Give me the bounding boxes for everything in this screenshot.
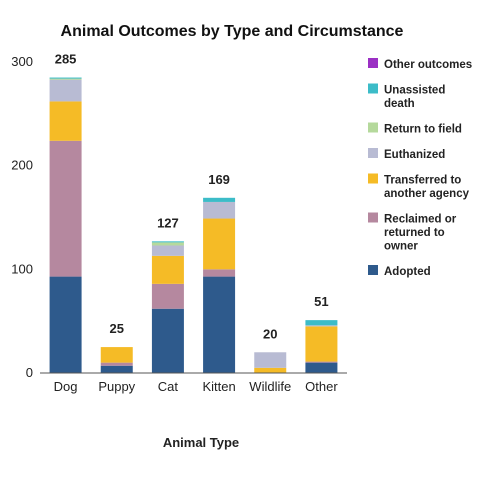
- bar-segment-cat-return-to-field: [151, 242, 184, 246]
- legend-label-reclaimed-or-returned-to-owner: Reclaimed or returned to owner: [384, 214, 457, 253]
- legend-swatch-other-outcomes: [368, 58, 378, 68]
- legend-swatch-adopted: [368, 265, 378, 275]
- x-tick-label-puppy: Puppy: [98, 379, 135, 394]
- legend-swatch-reclaimed-or-returned-to-owner: [368, 212, 378, 223]
- total-label-puppy: 25: [110, 321, 124, 336]
- x-tick-label-cat: Cat: [158, 379, 179, 394]
- bar-segment-kitten-transferred-to-another-agency: [203, 218, 236, 270]
- x-tick-label-other: Other: [305, 379, 338, 394]
- bar-segment-other-unassisted-death: [305, 320, 338, 326]
- bar-segment-kitten-euthanized: [203, 201, 236, 219]
- x-axis: Dog Puppy Cat Kitten Wildlife Other: [40, 372, 347, 394]
- bar-segment-dog-euthanized: [49, 79, 82, 102]
- y-axis: 0 100 200 300: [11, 54, 33, 380]
- total-label-dog: 285: [55, 52, 77, 67]
- total-label-other: 51: [314, 294, 328, 309]
- y-tick-label: 0: [26, 365, 33, 380]
- legend-swatch-return-to-field: [368, 122, 378, 133]
- legend-label-other-outcomes: Other outcomes: [384, 59, 472, 71]
- total-label-wildlife: 20: [263, 326, 277, 341]
- bar-segment-other-euthanized: [305, 325, 338, 327]
- bar-segment-wildlife-euthanized: [254, 352, 287, 368]
- bar-segment-cat-euthanized: [151, 245, 184, 256]
- y-tick-label: 100: [11, 261, 33, 276]
- x-tick-label-dog: Dog: [54, 379, 78, 394]
- bar-segment-kitten-reclaimed-or-returned-to-owner: [203, 269, 236, 277]
- bar-segment-dog-adopted: [49, 276, 82, 373]
- legend-swatch-unassisted-death: [368, 83, 378, 94]
- bar-segment-cat-adopted: [151, 308, 184, 373]
- y-tick-label: 300: [11, 54, 33, 69]
- legend-label-euthanized: Euthanized: [384, 149, 445, 161]
- x-axis-title: Animal Type: [163, 435, 239, 450]
- x-tick-label-wildlife: Wildlife: [249, 379, 291, 394]
- bar-segment-dog-return-to-field: [49, 78, 82, 80]
- bar-segment-puppy-reclaimed-or-returned-to-owner: [100, 362, 133, 366]
- legend: Other outcomes Unassisted death Return to f…: [368, 58, 472, 278]
- legend-label-adopted: Adopted: [384, 266, 431, 278]
- chart-title: Animal Outcomes by Type and Circumstance: [61, 23, 404, 40]
- legend-label-transferred-to-another-agency: Transferred to another agency: [384, 175, 470, 201]
- y-tick-label: 200: [11, 158, 33, 173]
- bar-segment-puppy-transferred-to-another-agency: [100, 347, 133, 363]
- bar-segment-other-adopted: [305, 362, 338, 373]
- bar-segment-dog-unassisted-death: [49, 77, 82, 79]
- bar-segment-puppy-adopted: [100, 365, 133, 373]
- legend-label-unassisted-death: Unassisted death: [384, 85, 445, 111]
- total-label-kitten: 169: [208, 172, 230, 187]
- bar-segment-other-reclaimed-or-returned-to-owner: [305, 361, 338, 363]
- bar-segment-kitten-adopted: [203, 276, 236, 373]
- bar-segment-wildlife-transferred-to-another-agency: [254, 367, 287, 373]
- total-labels-group: 285 25 127 169 20 51: [55, 52, 329, 342]
- bar-segment-dog-transferred-to-another-agency: [49, 101, 82, 141]
- bars-group: [49, 77, 338, 373]
- legend-swatch-transferred-to-another-agency: [368, 173, 378, 184]
- legend-swatch-euthanized: [368, 148, 378, 158]
- x-tick-label-kitten: Kitten: [202, 379, 235, 394]
- bar-segment-cat-unassisted-death: [151, 241, 184, 243]
- legend-label-return-to-field: Return to field: [384, 124, 462, 136]
- bar-segment-other-transferred-to-another-agency: [305, 326, 338, 362]
- bar-segment-cat-reclaimed-or-returned-to-owner: [151, 283, 184, 309]
- bar-segment-kitten-unassisted-death: [203, 197, 236, 202]
- bar-segment-dog-reclaimed-or-returned-to-owner: [49, 140, 82, 277]
- bar-segment-cat-transferred-to-another-agency: [151, 255, 184, 284]
- total-label-cat: 127: [157, 215, 179, 230]
